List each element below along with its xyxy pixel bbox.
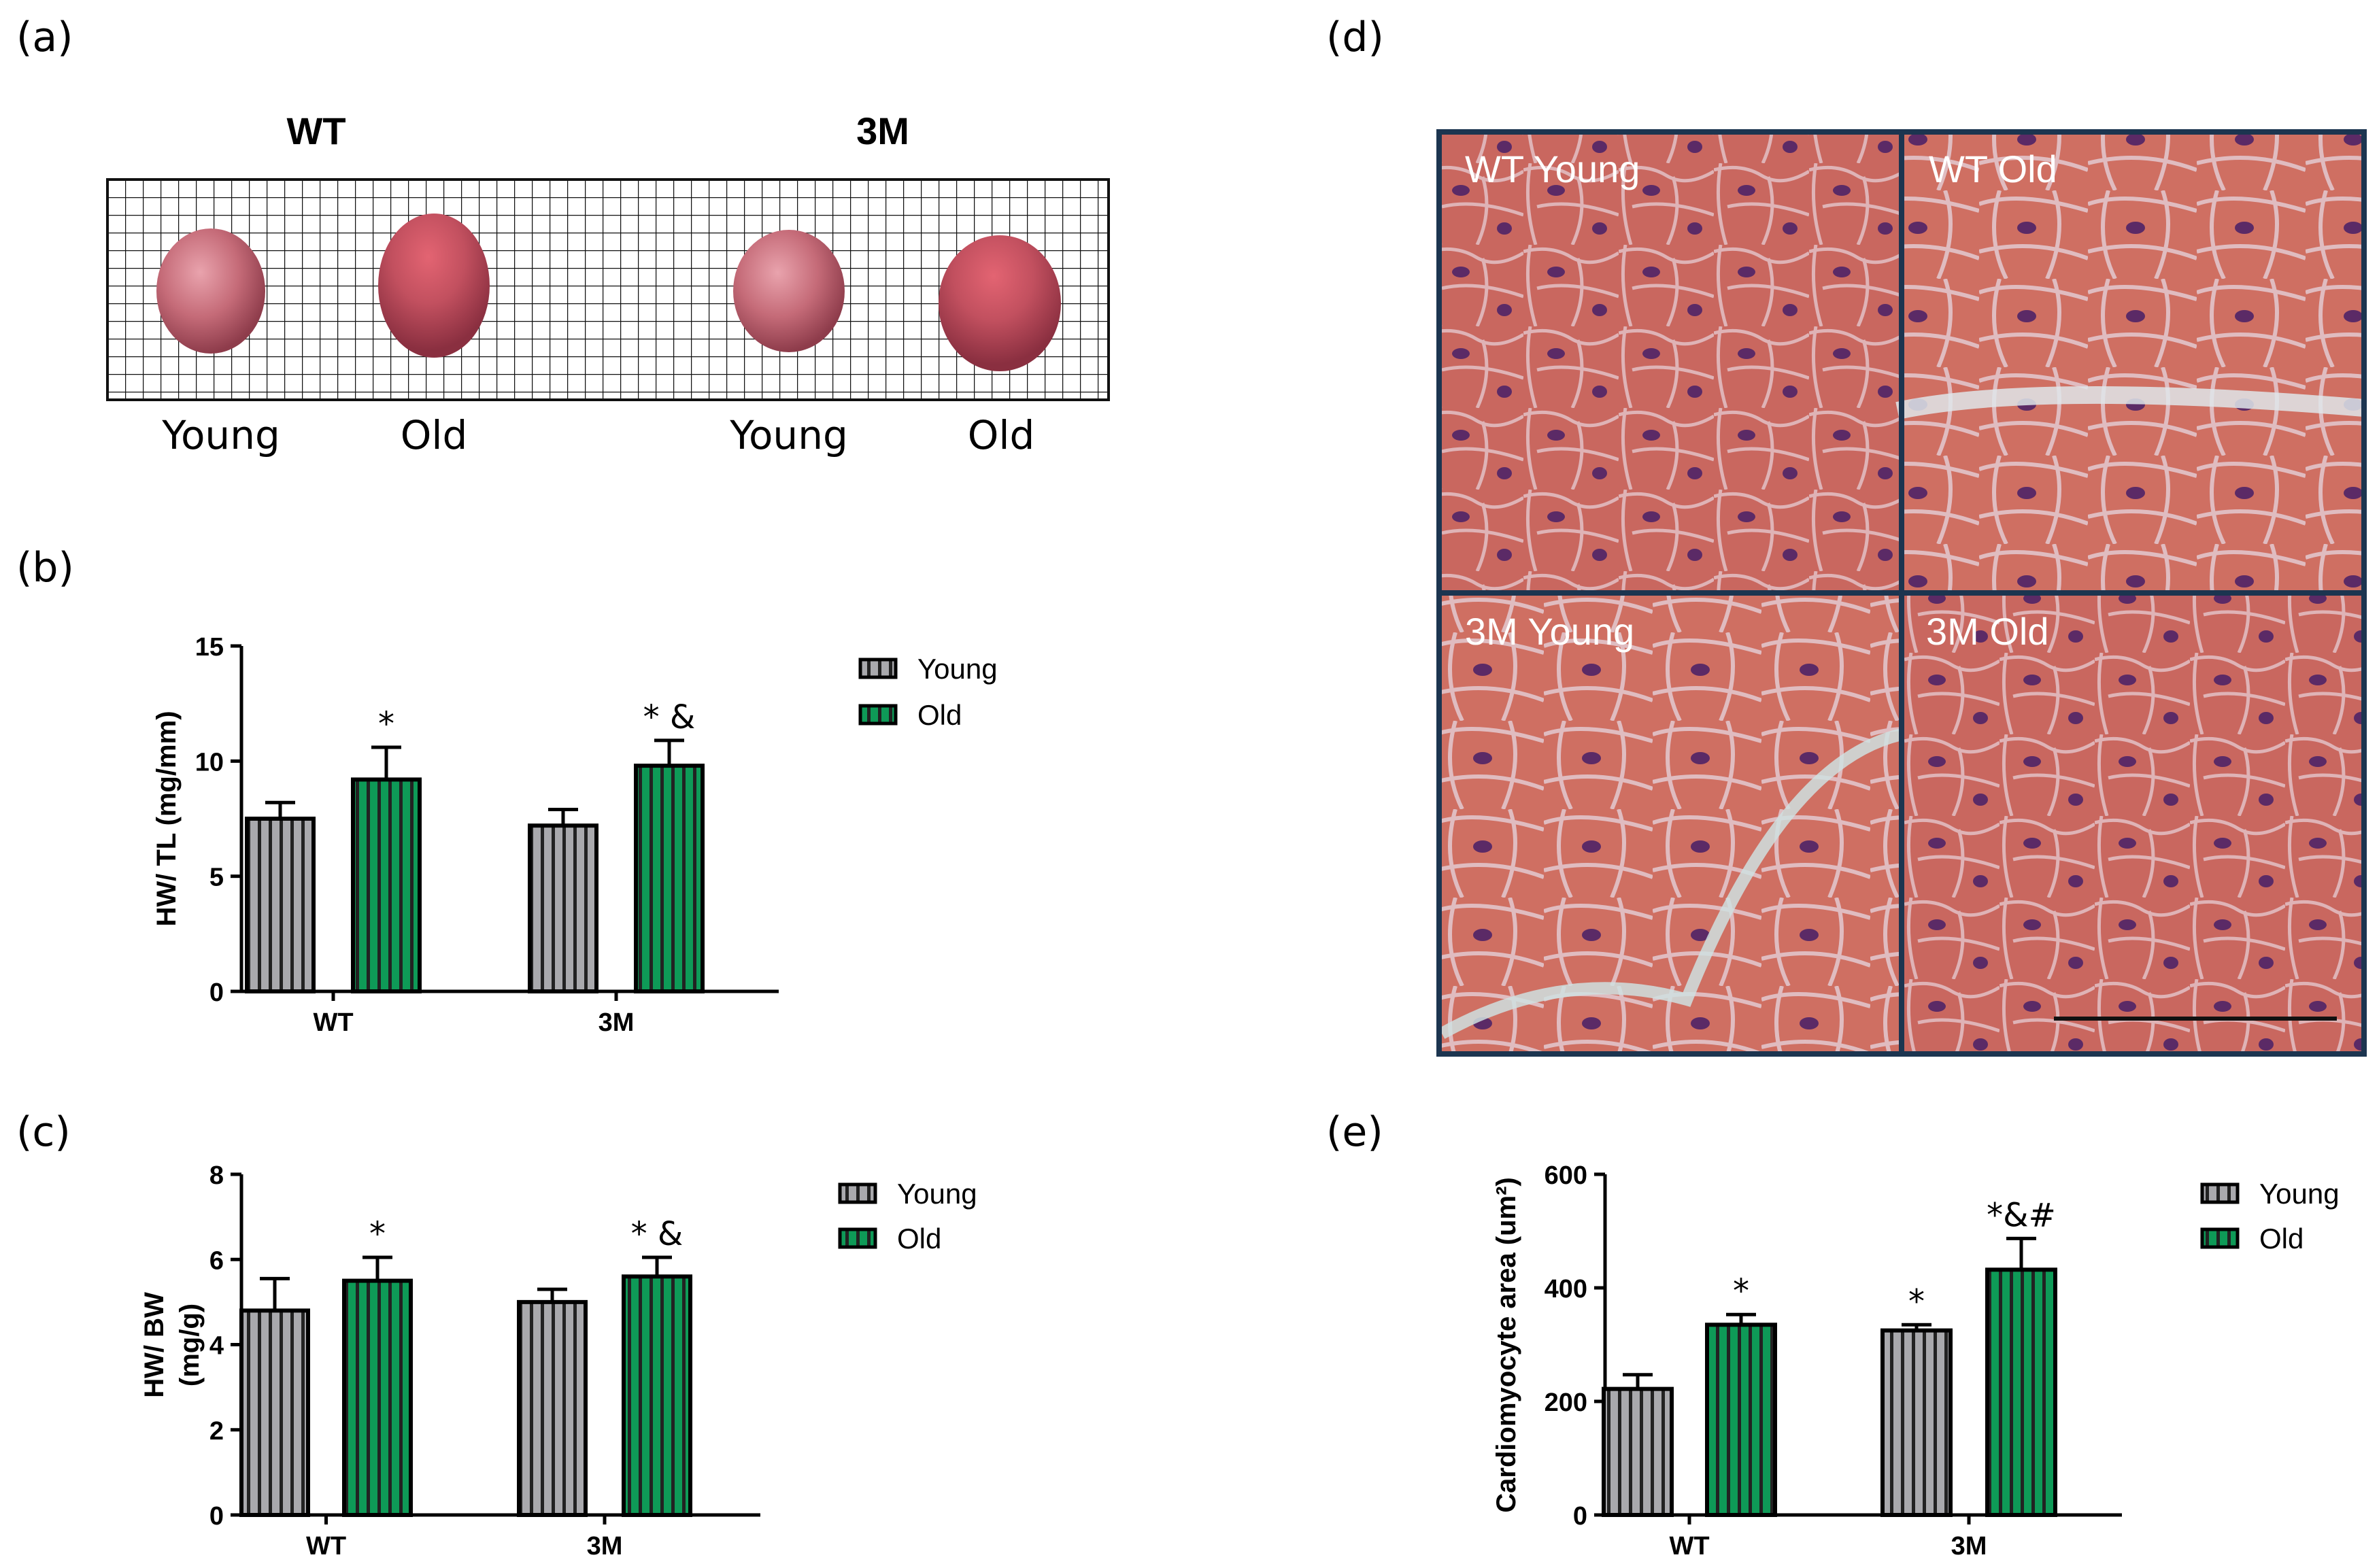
heart-label-3m-old: Old <box>967 412 1035 458</box>
heart-label-wt-old: Old <box>400 412 468 458</box>
chart-c-bar-old-wt <box>342 1278 413 1517</box>
chart-e-significance-mark: * <box>1733 1272 1749 1310</box>
chart-b-bar-young-3m <box>528 823 598 994</box>
chart-e-bar-young-3m <box>1880 1328 1953 1517</box>
chart-c-y-tick-label: 8 <box>209 1161 224 1190</box>
chart-b-x-tick-label: 3M <box>598 1008 635 1037</box>
chart-b-legend-label-young: Young <box>917 653 998 685</box>
chart-b-legend-swatch-old <box>858 704 898 726</box>
chart-e-y-tick-label: 0 <box>1573 1502 1587 1531</box>
chart-e-legend-label-young: Young <box>2259 1178 2340 1210</box>
panel-label-c: (c) <box>16 1108 71 1156</box>
chart-c-y-tick-label: 4 <box>209 1332 224 1361</box>
chart-e-bar-old-3m <box>1985 1267 2057 1518</box>
chart-c-y-axis-label-units: (mg/g) <box>175 1303 205 1386</box>
chart-b-y-tick-label: 10 <box>195 748 224 777</box>
chart-c-y-axis-label: HW/ BW <box>139 1292 169 1398</box>
chart-c-y-tick-label: 0 <box>209 1502 224 1531</box>
chart-e-y-tick-label: 400 <box>1545 1275 1587 1303</box>
group-label-wt: WT <box>286 109 346 152</box>
chart-b-legend-swatch-young <box>858 658 898 679</box>
heart-label-wt-young: Young <box>162 412 280 458</box>
chart-e-bar-young-wt <box>1602 1386 1674 1517</box>
panel-label-d: (d) <box>1326 14 1384 61</box>
chart-c-y-tick-label: 6 <box>209 1246 224 1275</box>
chart-e-y-axis-label: Cardiomyocyte area (um²) <box>1491 1177 1521 1512</box>
panel-label-b: (b) <box>16 544 74 592</box>
group-label-3m: 3M <box>856 109 909 152</box>
chart-c-bar-young-3m <box>517 1299 588 1517</box>
chart-e-x-tick-label: WT <box>1669 1532 1709 1561</box>
chart-b-y-tick-label: 15 <box>195 633 224 662</box>
chart-c-bar-old-3m <box>622 1274 692 1518</box>
chart-b-legend-label-old: Old <box>917 699 962 731</box>
chart-b-x-tick-label: WT <box>313 1008 353 1037</box>
chart-c-x-tick-label: WT <box>306 1532 346 1561</box>
chart-e-significance-mark: *&# <box>1987 1196 2056 1234</box>
chart-c-significance-mark: * <box>369 1215 386 1253</box>
chart-c-legend-label-young: Young <box>897 1178 977 1210</box>
chart-c-legend-label-old: Old <box>897 1223 941 1255</box>
chart-c-bar-young-wt <box>239 1308 310 1518</box>
chart-e-y-tick-label: 200 <box>1545 1388 1587 1417</box>
chart-e-legend-swatch-old <box>2200 1227 2240 1249</box>
chart-c-legend-swatch-young <box>838 1182 877 1204</box>
chart-b-bar-young-wt <box>245 817 316 993</box>
chart-b-bar-old-wt <box>351 777 422 993</box>
chart-b-significance-mark: * <box>378 705 394 743</box>
chart-e-x-tick-label: 3M <box>1951 1532 1987 1561</box>
chart-b-y-axis-label: HW/ TL (mg/mm) <box>152 711 182 926</box>
chart-b-y-tick-label: 5 <box>209 864 224 892</box>
chart-e-y-tick-label: 600 <box>1545 1161 1587 1190</box>
chart-c-legend-swatch-old <box>838 1227 877 1249</box>
panel-label-e: (e) <box>1326 1108 1383 1156</box>
chart-c-y-tick-label: 2 <box>209 1417 224 1446</box>
chart-c-significance-mark: * & <box>631 1215 684 1253</box>
chart-e-legend-label-old: Old <box>2259 1223 2304 1255</box>
chart-e-bar-old-wt <box>1705 1323 1777 1518</box>
chart-e-significance-mark: * <box>1908 1282 1925 1320</box>
chart-e-legend-swatch-young <box>2200 1182 2240 1204</box>
chart-b-significance-mark: * & <box>643 698 696 736</box>
chart-b-y-tick-label: 0 <box>209 978 224 1007</box>
chart-c-x-tick-label: 3M <box>587 1532 623 1561</box>
panel-label-a: (a) <box>16 14 73 61</box>
heart-label-3m-young: Young <box>730 412 848 458</box>
chart-b-bar-old-3m <box>634 764 705 994</box>
